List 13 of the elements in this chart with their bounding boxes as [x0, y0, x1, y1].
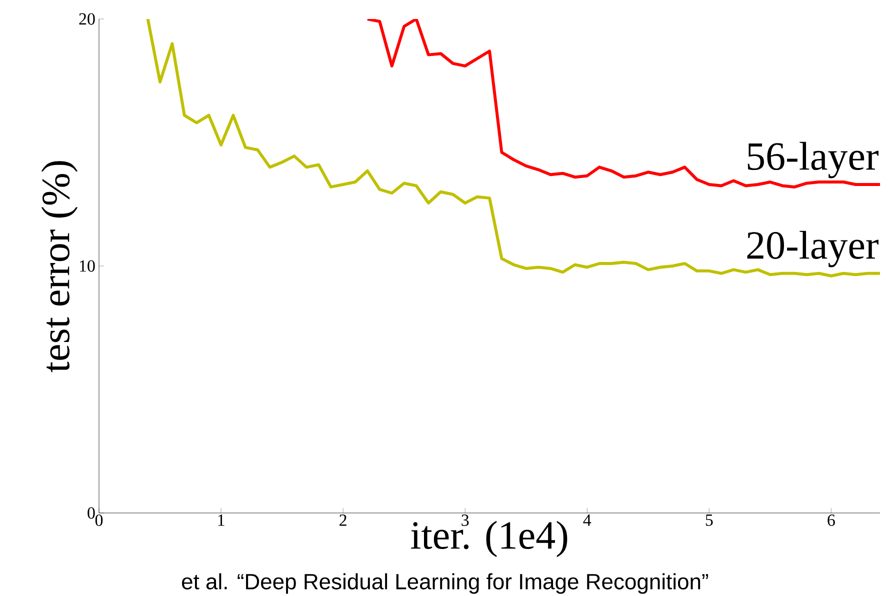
x-tick-label: 6: [828, 514, 835, 526]
y-axis-title: test error (%): [41, 161, 78, 372]
series-label: 56-layer: [748, 142, 878, 178]
x-tick-label: 4: [583, 514, 592, 526]
line-series: [146, 18, 880, 278]
x-tick-label: 0: [95, 514, 103, 526]
y-tick-label: 20: [79, 13, 95, 25]
series-label: 20-layer: [747, 230, 878, 268]
text: et al. “Deep Residual Learning for Image Recognition”: [182, 573, 708, 594]
y-tick-label: 10: [80, 260, 95, 272]
x-tick-label: 1: [218, 514, 224, 526]
x-tick-label: 5: [706, 514, 713, 526]
x-tick-label: 2: [340, 514, 346, 526]
